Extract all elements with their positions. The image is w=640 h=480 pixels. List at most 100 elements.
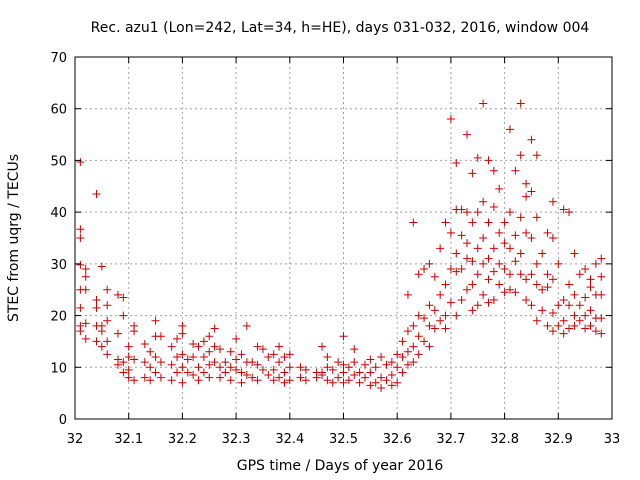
data-point-marker: [130, 376, 139, 385]
data-point-marker: [457, 265, 466, 274]
data-point-marker: [344, 376, 353, 385]
data-point-marker: [360, 373, 369, 382]
data-point-marker: [484, 254, 493, 263]
data-point-marker: [554, 259, 563, 268]
data-point-marker: [173, 368, 182, 377]
data-point-marker: [275, 373, 284, 382]
data-point-marker: [253, 360, 262, 369]
data-point-marker: [463, 239, 472, 248]
y-tick-label: 10: [50, 361, 67, 376]
data-point-marker: [119, 311, 128, 320]
y-tick-label: 60: [50, 103, 67, 118]
data-point-marker: [554, 321, 563, 330]
y-tick-label: 50: [50, 154, 67, 169]
data-point-marker: [403, 347, 412, 356]
data-point-marker: [548, 234, 557, 242]
data-point-marker: [484, 156, 493, 165]
data-point-marker: [280, 378, 289, 387]
data-point-marker: [76, 225, 85, 234]
data-point-marker: [527, 187, 536, 196]
data-point-marker: [215, 363, 224, 372]
data-point-marker: [565, 324, 574, 333]
data-point-marker: [522, 296, 531, 305]
data-point-marker: [420, 337, 429, 346]
data-point-marker: [409, 321, 418, 330]
data-point-marker: [146, 363, 155, 372]
data-point-marker: [156, 373, 165, 382]
data-point-marker: [473, 153, 482, 162]
x-tick-label: 32.3: [222, 432, 251, 447]
data-point-marker: [151, 368, 160, 377]
data-point-marker: [205, 347, 214, 356]
data-point-marker: [532, 280, 541, 289]
data-point-marker: [189, 340, 198, 349]
data-point-marker: [505, 125, 514, 134]
data-point-marker: [269, 350, 278, 359]
data-point-marker: [318, 342, 327, 351]
data-point-marker: [575, 301, 584, 310]
data-point-marker: [221, 358, 230, 367]
x-tick-label: 32.9: [544, 432, 573, 447]
data-point-marker: [500, 239, 509, 248]
y-tick-label: 30: [50, 258, 67, 273]
data-point-marker: [586, 275, 595, 284]
data-point-marker: [581, 265, 590, 274]
data-point-marker: [463, 208, 472, 217]
data-point-marker: [366, 381, 375, 390]
data-point-marker: [178, 329, 187, 338]
data-point-marker: [548, 197, 557, 206]
data-point-marker: [495, 280, 504, 289]
data-point-marker: [597, 329, 606, 338]
data-point-marker: [312, 373, 321, 382]
data-point-marker: [194, 376, 203, 385]
data-point-marker: [409, 218, 418, 227]
data-point-marker: [97, 327, 106, 336]
x-tick-label: 32.1: [114, 432, 143, 447]
data-point-marker: [473, 208, 482, 217]
data-point-marker: [76, 260, 85, 269]
data-point-marker: [393, 350, 402, 359]
data-point-marker: [473, 270, 482, 279]
data-point-marker: [425, 301, 434, 310]
y-tick-label: 40: [50, 206, 67, 221]
data-point-marker: [581, 311, 590, 320]
data-point-marker: [334, 373, 343, 382]
x-tick-label: 32.4: [275, 432, 304, 447]
data-point-marker: [446, 298, 455, 307]
data-point-marker: [414, 311, 423, 320]
data-point-marker: [565, 280, 574, 289]
data-point-marker: [81, 334, 90, 343]
x-axis-label: GPS time / Days of year 2016: [237, 458, 444, 474]
data-point-marker: [124, 342, 133, 351]
data-point-marker: [468, 280, 477, 289]
x-tick-label: 33: [604, 432, 621, 447]
data-point-marker: [543, 228, 552, 237]
data-point-marker: [570, 321, 579, 330]
data-point-marker: [597, 272, 606, 281]
data-point-marker: [425, 321, 434, 330]
data-point-marker: [403, 290, 412, 299]
data-point-marker: [581, 324, 590, 333]
data-point-marker: [452, 159, 461, 168]
data-point-marker: [527, 270, 536, 279]
data-point-marker: [323, 376, 332, 385]
data-point-marker: [124, 352, 133, 361]
data-point-marker: [248, 373, 257, 382]
data-point-marker: [285, 350, 294, 359]
data-point-marker: [425, 259, 434, 268]
data-point-marker: [81, 319, 90, 328]
data-point-marker: [468, 218, 477, 227]
data-point-marker: [586, 321, 595, 330]
data-point-marker: [387, 381, 396, 390]
data-point-marker: [253, 376, 262, 385]
data-point-marker: [140, 373, 149, 382]
data-point-marker: [532, 213, 541, 222]
data-point-marker: [339, 332, 348, 341]
data-point-marker: [253, 342, 262, 351]
data-point-marker: [543, 270, 552, 279]
data-point-marker: [275, 358, 284, 367]
data-point-marker: [479, 259, 488, 268]
data-point-marker: [258, 365, 267, 374]
data-point-marker: [505, 244, 514, 253]
data-point-marker: [318, 371, 327, 380]
